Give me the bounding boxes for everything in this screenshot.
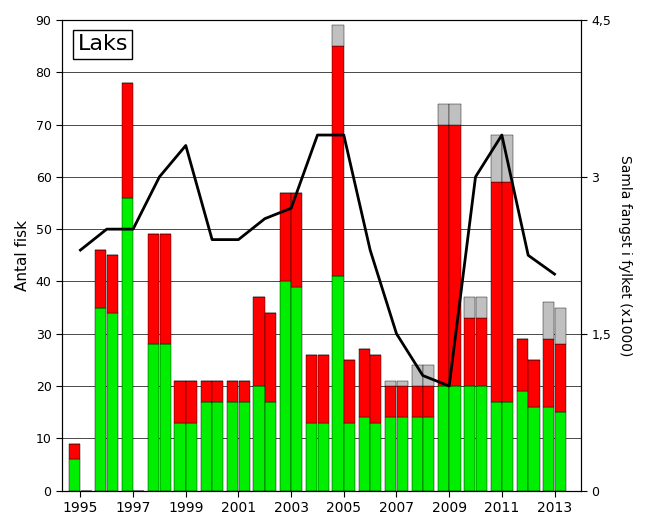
- Bar: [212, 402, 223, 491]
- Bar: [254, 297, 265, 386]
- Bar: [175, 422, 186, 491]
- Bar: [280, 192, 291, 281]
- Bar: [333, 276, 344, 491]
- Bar: [69, 444, 80, 459]
- Bar: [438, 386, 449, 491]
- Bar: [517, 391, 528, 491]
- Bar: [385, 381, 396, 386]
- Bar: [371, 355, 382, 422]
- Bar: [423, 365, 434, 386]
- Bar: [175, 381, 186, 422]
- Bar: [160, 234, 171, 344]
- Bar: [201, 381, 212, 402]
- Bar: [464, 318, 476, 386]
- Bar: [306, 422, 317, 491]
- Bar: [554, 307, 566, 344]
- Bar: [397, 381, 408, 386]
- Bar: [411, 418, 422, 491]
- Bar: [160, 344, 171, 491]
- Bar: [69, 459, 80, 491]
- Bar: [306, 355, 317, 422]
- Bar: [107, 313, 118, 491]
- Bar: [122, 83, 133, 198]
- Bar: [344, 422, 355, 491]
- Bar: [411, 365, 422, 386]
- Bar: [280, 281, 291, 491]
- Bar: [543, 302, 554, 339]
- Bar: [464, 386, 476, 491]
- Bar: [476, 386, 487, 491]
- Bar: [554, 412, 566, 491]
- Bar: [122, 198, 133, 491]
- Bar: [502, 182, 513, 402]
- Bar: [107, 255, 118, 313]
- Bar: [502, 402, 513, 491]
- Bar: [186, 422, 197, 491]
- Bar: [543, 407, 554, 491]
- Text: Laks: Laks: [78, 34, 128, 54]
- Bar: [239, 402, 250, 491]
- Bar: [95, 250, 107, 307]
- Bar: [517, 339, 528, 391]
- Bar: [239, 381, 250, 402]
- Bar: [148, 344, 159, 491]
- Bar: [359, 349, 370, 418]
- Bar: [529, 360, 540, 407]
- Bar: [490, 135, 501, 182]
- Bar: [148, 234, 159, 344]
- Bar: [411, 386, 422, 418]
- Bar: [201, 402, 212, 491]
- Bar: [450, 104, 461, 125]
- Bar: [385, 418, 396, 491]
- Bar: [438, 125, 449, 386]
- Bar: [265, 402, 276, 491]
- Y-axis label: Antal fisk: Antal fisk: [15, 220, 30, 291]
- Bar: [359, 418, 370, 491]
- Bar: [543, 339, 554, 407]
- Bar: [554, 344, 566, 412]
- Bar: [464, 297, 476, 318]
- Bar: [318, 355, 329, 422]
- Bar: [450, 386, 461, 491]
- Bar: [95, 307, 107, 491]
- Bar: [438, 104, 449, 125]
- Bar: [476, 297, 487, 318]
- Bar: [227, 402, 238, 491]
- Bar: [265, 313, 276, 402]
- Bar: [397, 386, 408, 418]
- Bar: [397, 418, 408, 491]
- Bar: [212, 381, 223, 402]
- Bar: [385, 386, 396, 418]
- Bar: [344, 360, 355, 422]
- Bar: [333, 25, 344, 46]
- Bar: [490, 182, 501, 402]
- Bar: [450, 125, 461, 386]
- Bar: [423, 418, 434, 491]
- Bar: [529, 407, 540, 491]
- Bar: [502, 135, 513, 182]
- Bar: [291, 287, 302, 491]
- Bar: [186, 381, 197, 422]
- Y-axis label: Samla fangst i fylket (x1000): Samla fangst i fylket (x1000): [618, 155, 632, 356]
- Bar: [490, 402, 501, 491]
- Bar: [476, 318, 487, 386]
- Bar: [291, 192, 302, 287]
- Bar: [423, 386, 434, 418]
- Bar: [333, 46, 344, 276]
- Bar: [254, 386, 265, 491]
- Bar: [318, 422, 329, 491]
- Bar: [371, 422, 382, 491]
- Bar: [227, 381, 238, 402]
